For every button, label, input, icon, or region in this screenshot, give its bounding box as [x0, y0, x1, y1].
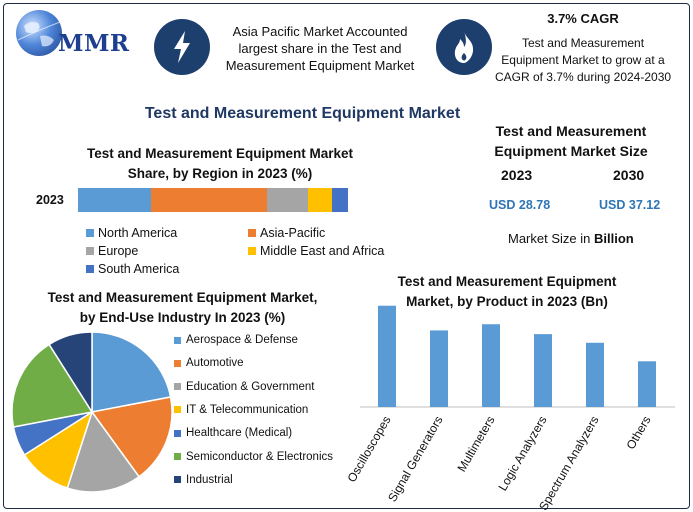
product-tick-label-others: Others	[623, 414, 653, 452]
product-chart-title: Test and Measurement Equipment Market, b…	[397, 274, 617, 309]
region-stacked-bar	[78, 188, 348, 212]
market-size-unit-bold: Billion	[594, 231, 634, 246]
legend-label: Asia-Pacific	[260, 226, 326, 240]
pie-chart-title: Test and Measurement Equipment Market, b…	[47, 290, 318, 325]
legend-label: Healthcare (Medical)	[186, 427, 293, 440]
legend-label: Europe	[98, 244, 139, 258]
region-chart-category-label: 2023	[36, 193, 64, 207]
legend-swatch	[174, 406, 181, 414]
lightning-icon	[154, 19, 210, 75]
highlight-text: Asia Pacific Market Accounted largest sh…	[225, 24, 415, 73]
market-size-year-2030: 2030	[613, 167, 645, 183]
product-bar-multimeters	[482, 324, 500, 407]
region-legend-north-america: North America	[86, 226, 177, 240]
legend-label: Automotive	[186, 357, 244, 370]
globe-icon	[16, 10, 62, 56]
product-bar-others	[638, 361, 656, 407]
infographic-frame	[3, 3, 690, 509]
pie-slice-industrial	[48, 331, 93, 415]
region-bar-segment-south-america	[331, 188, 348, 212]
pie-legend-education-government: Education & Government	[174, 381, 315, 393]
pie-legend-healthcare-medical: Healthcare (Medical)	[174, 427, 292, 439]
legend-label: Industrial	[186, 473, 233, 486]
legend-swatch	[248, 229, 256, 237]
legend-label: IT & Telecommunication	[186, 403, 309, 416]
legend-label: North America	[98, 226, 178, 240]
region-legend-south-america: South America	[86, 262, 179, 276]
cagr-title: 3.7% CAGR	[547, 11, 619, 26]
product-bar-signal-generators	[430, 330, 448, 407]
legend-swatch	[174, 383, 181, 391]
legend-label: Education & Government	[186, 380, 315, 393]
pie-legend-industrial: Industrial	[174, 474, 233, 486]
region-bar-segment-middle-east-and-africa	[307, 188, 332, 212]
product-bar-logic-analyzers	[534, 334, 552, 407]
pie-slice-education-government	[66, 410, 141, 493]
legend-label: South America	[98, 262, 180, 276]
legend-swatch	[86, 229, 94, 237]
pie-legend-semiconductor-electronics: Semiconductor & Electronics	[174, 451, 333, 463]
region-legend-middle-east-and-africa: Middle East and Africa	[248, 244, 384, 258]
product-bar-oscilloscopes	[378, 305, 396, 407]
market-size-value-2023: USD 28.78	[489, 198, 551, 212]
legend-swatch	[174, 476, 181, 484]
product-tick-label-signal-generators: Signal Generators	[385, 414, 445, 505]
legend-swatch	[86, 265, 94, 273]
pie-legend-automotive: Automotive	[174, 357, 244, 369]
cagr-text: Test and Measurement Equipment Market to…	[494, 36, 672, 84]
legend-swatch	[174, 453, 181, 460]
legend-swatch	[174, 359, 181, 367]
pie-slice-automotive	[90, 396, 173, 478]
product-tick-label-oscilloscopes: Oscilloscopes	[344, 414, 393, 485]
legend-label: Semiconductor & Electronics	[186, 450, 334, 463]
market-size-year-2023: 2023	[501, 167, 533, 183]
product-bar-spectrum-analyzers	[586, 342, 604, 407]
pie-slice-aerospace-defense	[91, 331, 172, 413]
pie-legend-it-telecommunication: IT & Telecommunication	[174, 404, 308, 416]
legend-label: Aerospace & Defense	[186, 334, 298, 346]
market-size-title: Test and Measurement Equipment Market Si…	[494, 123, 648, 159]
region-legend-europe: Europe	[86, 244, 138, 258]
region-chart-title: Test and Measurement Equipment Market Sh…	[86, 146, 354, 181]
legend-swatch	[86, 247, 94, 255]
legend-swatch	[174, 336, 181, 344]
product-tick-label-logic-analyzers: Logic Analyzers	[495, 414, 549, 494]
flame-icon	[436, 19, 492, 75]
region-bar-segment-europe	[267, 188, 308, 212]
brand-logo: MMR	[58, 30, 130, 57]
market-size-unit: Market Size in Billion	[508, 231, 634, 246]
pie-slice-semiconductor-electronics	[11, 343, 94, 428]
market-size-value-2030: USD 37.12	[599, 198, 661, 212]
region-bar-segment-asia-pacific	[150, 188, 267, 212]
legend-label: Middle East and Africa	[260, 244, 385, 258]
legend-swatch	[174, 429, 181, 437]
pie-chart	[11, 331, 173, 493]
pie-legend-aerospace-defense: Aerospace & Defense	[174, 334, 298, 346]
product-tick-label-multimeters: Multimeters	[454, 414, 497, 475]
main-title: Test and Measurement Equipment Market	[144, 105, 461, 122]
product-tick-label-spectrum-analyzers: Spectrum Analyzers	[536, 414, 601, 511]
market-size-unit-prefix: Market Size in	[508, 231, 591, 246]
legend-swatch	[248, 247, 256, 255]
region-bar-segment-north-america	[78, 188, 151, 212]
region-legend-asia-pacific: Asia-Pacific	[248, 226, 325, 240]
